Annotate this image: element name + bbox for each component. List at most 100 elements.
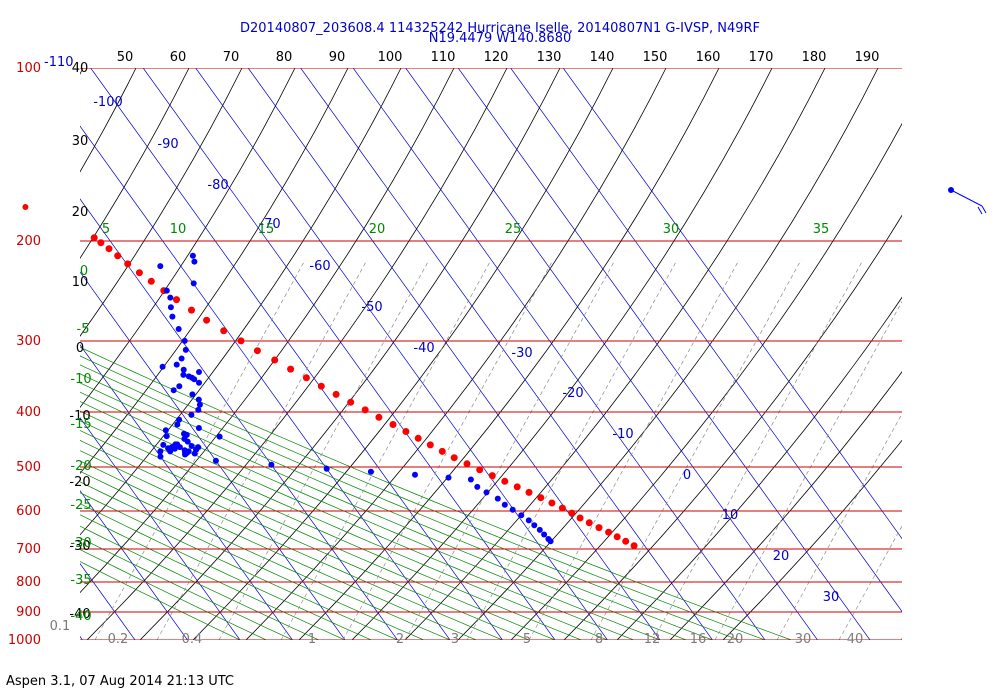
dewpoint-point bbox=[216, 433, 223, 440]
dewpoint-point bbox=[185, 373, 192, 380]
temperature-point bbox=[347, 398, 355, 406]
isotherm-label: -40 bbox=[413, 341, 434, 356]
background-curve bbox=[80, 68, 137, 173]
background-curve bbox=[404, 68, 826, 640]
dry-adiabat-label: -20 bbox=[70, 459, 91, 474]
mixing-ratio-line bbox=[342, 259, 554, 640]
wind-barb-staff bbox=[950, 189, 983, 207]
pressure-label: 300 bbox=[16, 334, 41, 349]
dry-adiabat-label: 20 bbox=[369, 222, 386, 237]
dewpoint-point bbox=[195, 425, 202, 431]
dry-adiabat-line bbox=[80, 355, 766, 640]
dewpoint-point bbox=[474, 483, 481, 490]
top-scale-label: 60 bbox=[170, 50, 187, 65]
wind-barb-flag bbox=[981, 205, 987, 214]
dewpoint-point bbox=[509, 506, 516, 513]
mixing-ratio-label: 0.2 bbox=[108, 632, 129, 647]
left-scale-label: 0 bbox=[76, 341, 84, 356]
temperature-point bbox=[585, 519, 593, 527]
background-curve bbox=[80, 68, 349, 474]
pressure-label: 700 bbox=[16, 542, 41, 557]
mixing-ratio-line bbox=[94, 259, 306, 640]
dewpoint-point bbox=[163, 433, 170, 440]
dewpoint-point bbox=[195, 444, 202, 451]
temperature-point bbox=[426, 441, 434, 449]
dewpoint-point bbox=[268, 461, 275, 468]
dewpoint-point bbox=[494, 495, 501, 502]
dry-adiabat-label: 30 bbox=[663, 222, 680, 237]
mixing-ratio-label: 16 bbox=[690, 632, 707, 647]
isotherm-line bbox=[80, 490, 188, 640]
background-curve bbox=[616, 296, 902, 640]
isotherm-label: -20 bbox=[562, 386, 583, 401]
background-grid bbox=[80, 68, 902, 640]
dewpoint-point bbox=[212, 457, 219, 464]
pressure-label: 500 bbox=[16, 460, 41, 475]
dry-adiabat-line bbox=[80, 391, 661, 640]
background-curve bbox=[80, 68, 402, 536]
temperature-point bbox=[513, 483, 521, 491]
dewpoint-point bbox=[189, 391, 196, 398]
temperature-point bbox=[90, 234, 98, 242]
mixing-ratio-label: 12 bbox=[644, 632, 661, 647]
isotherm-line bbox=[300, 68, 713, 640]
dry-adiabat-line bbox=[80, 481, 424, 640]
dewpoint-point bbox=[501, 501, 508, 508]
temperature-point bbox=[488, 472, 496, 480]
mixing-ratio-line bbox=[466, 259, 678, 640]
dry-adiabat-label: 25 bbox=[505, 222, 522, 237]
isotherm-label: -60 bbox=[309, 259, 330, 274]
dry-adiabat-line bbox=[80, 401, 634, 640]
temperature-point bbox=[302, 374, 310, 382]
dewpoint-point bbox=[165, 445, 172, 452]
dewpoint-point bbox=[178, 355, 185, 362]
left-scale-label: -40 bbox=[69, 607, 90, 622]
dry-adiabat-line bbox=[80, 450, 503, 640]
dewpoint-point bbox=[541, 531, 548, 538]
dry-adiabat-line bbox=[80, 430, 556, 640]
isotherm-line bbox=[457, 68, 871, 640]
temperature-point bbox=[173, 296, 180, 304]
mixing-ratio-line bbox=[652, 259, 864, 640]
temperature-point bbox=[317, 382, 325, 390]
dry-adiabat-label: 0 bbox=[80, 264, 88, 279]
top-scale-label: 130 bbox=[537, 50, 562, 65]
dewpoint-point bbox=[483, 489, 490, 496]
dry-adiabat-label: 10 bbox=[170, 222, 187, 237]
dry-adiabat-line bbox=[80, 470, 451, 640]
temperature-point bbox=[389, 421, 397, 428]
dewpoint-point bbox=[182, 346, 189, 353]
temperature-point bbox=[22, 204, 29, 210]
mixing-ratio-label: 2 bbox=[396, 632, 404, 647]
mixing-ratio-label: 20 bbox=[727, 632, 744, 647]
dewpoint-point bbox=[181, 337, 188, 344]
dewpoint-point bbox=[189, 252, 196, 259]
temperature-point bbox=[605, 528, 613, 536]
isotherm-label: -70 bbox=[259, 217, 280, 232]
background-curve bbox=[86, 68, 508, 640]
isotherm-line bbox=[247, 68, 661, 640]
dewpoint-point bbox=[157, 263, 164, 270]
temperature-point bbox=[450, 454, 458, 462]
mixing-ratio-line bbox=[776, 413, 902, 640]
background-curve bbox=[245, 68, 667, 640]
dry-adiabat-line bbox=[80, 514, 346, 640]
pressure-label: 100 bbox=[16, 61, 41, 76]
dewpoint-point bbox=[167, 304, 174, 311]
background-curve bbox=[298, 68, 720, 640]
mixing-ratio-label: 30 bbox=[795, 632, 812, 647]
mixing-ratio-line bbox=[838, 525, 902, 640]
temperature-point bbox=[576, 514, 584, 522]
dry-adiabat-line bbox=[80, 492, 398, 640]
dewpoint-point bbox=[176, 383, 183, 390]
temperature-point bbox=[124, 260, 132, 268]
background-curve bbox=[80, 68, 296, 408]
dry-adiabat-line bbox=[80, 382, 687, 640]
top-scale-label: 70 bbox=[223, 50, 240, 65]
background-curve bbox=[139, 68, 561, 640]
dewpoint-point bbox=[531, 522, 538, 529]
mixing-ratio-label: 0.1 bbox=[50, 619, 71, 634]
dry-adiabat-line bbox=[80, 373, 713, 640]
isotherm-label: -10 bbox=[612, 427, 633, 442]
left-extra-label: -110 bbox=[44, 55, 74, 70]
